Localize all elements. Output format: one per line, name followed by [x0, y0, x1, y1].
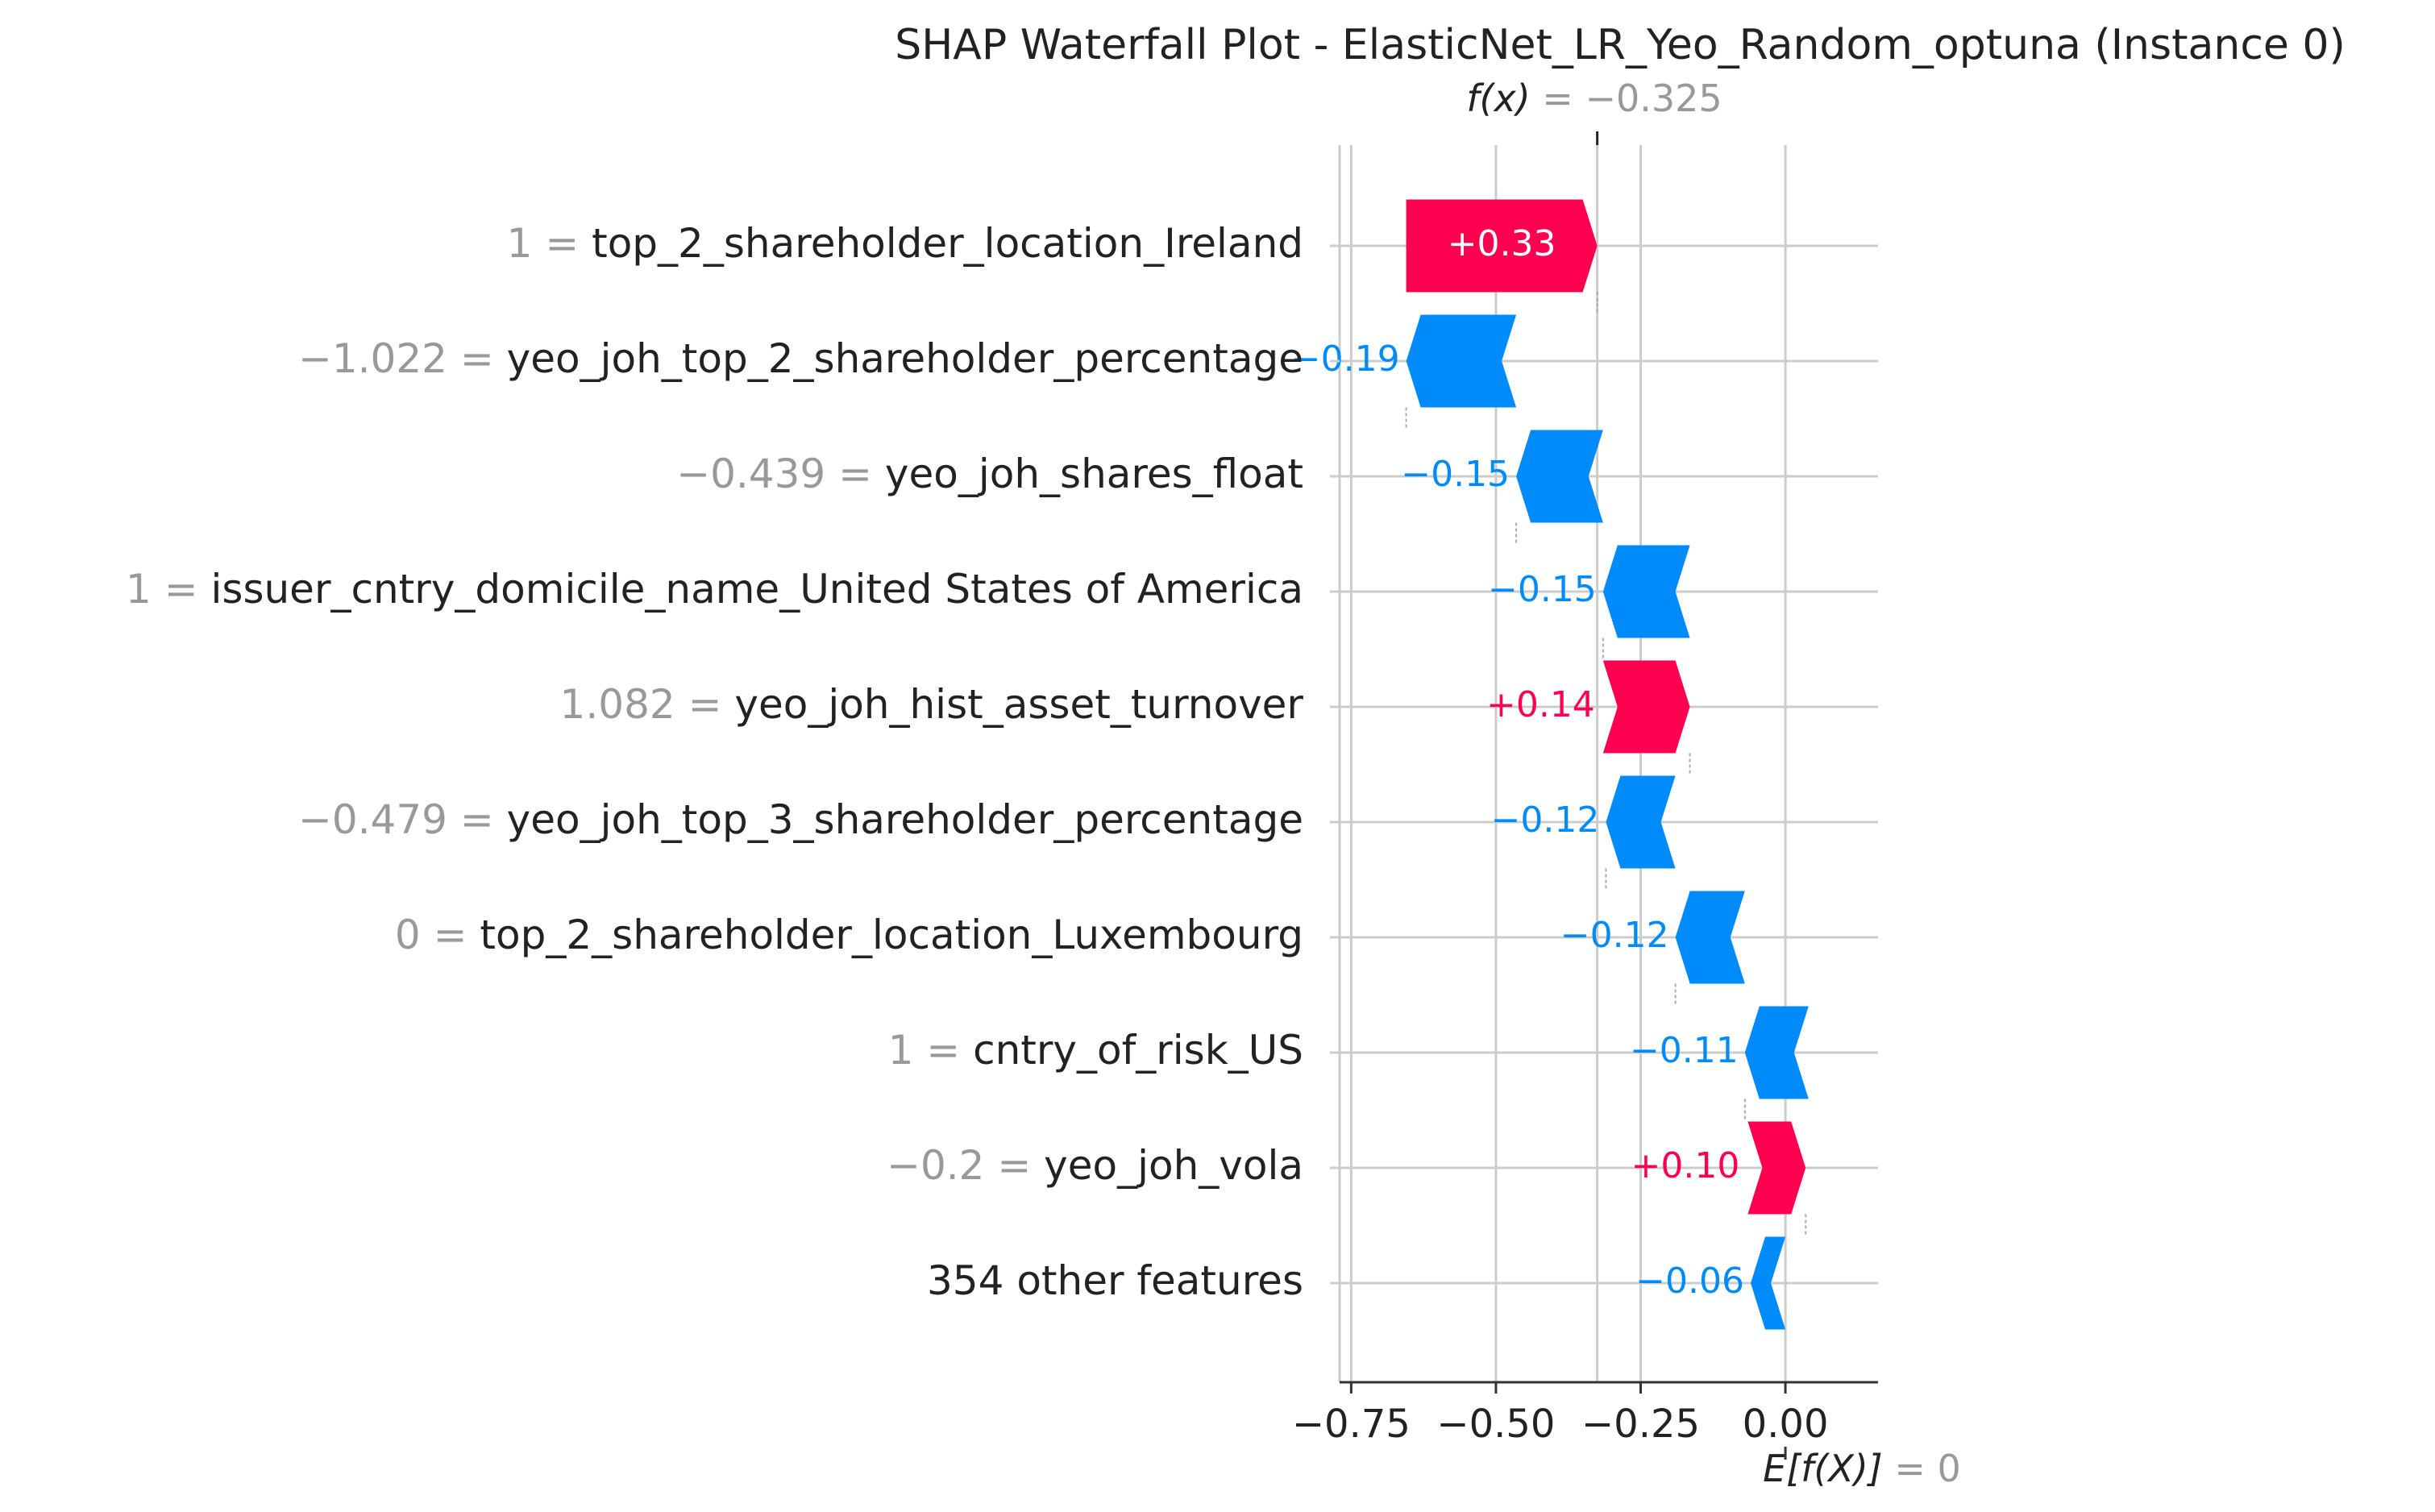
- feature-value: 1 =: [507, 220, 592, 267]
- feature-label: 1.082 = yeo_joh_hist_asset_turnover: [560, 681, 1304, 728]
- feature-label: 1 = issuer_cntry_domicile_name_United St…: [126, 566, 1303, 613]
- feature-name: cntry_of_risk_US: [973, 1027, 1303, 1074]
- bar-value-label: −0.12: [1491, 800, 1600, 841]
- bar-value-label: +0.10: [1631, 1145, 1740, 1186]
- fx-value: −0.325: [1585, 77, 1722, 120]
- feature-value: −1.022 =: [298, 335, 507, 382]
- feature-value: 0 =: [395, 912, 480, 958]
- bar-value-label: +0.33: [1448, 223, 1556, 264]
- fx-equals: =: [1531, 77, 1585, 120]
- svg-text:E[f(X)] = 0: E[f(X)] = 0: [1763, 1447, 1961, 1490]
- bar-value-label: +0.14: [1486, 684, 1595, 725]
- feature-name: 354 other features: [927, 1257, 1303, 1304]
- feature-name: yeo_joh_top_2_shareholder_percentage: [507, 335, 1303, 382]
- x-tick-label: 0.00: [1743, 1402, 1829, 1447]
- feature-name: top_2_shareholder_location_Ireland: [592, 220, 1303, 267]
- x-tick-label: −0.50: [1436, 1402, 1555, 1447]
- base-equals: =: [1883, 1447, 1938, 1490]
- feature-label: −0.2 = yeo_joh_vola: [887, 1142, 1303, 1189]
- bar-negative: [1602, 545, 1690, 638]
- feature-value: 1 =: [126, 566, 211, 613]
- feature-name: top_2_shareholder_location_Luxembourg: [480, 912, 1303, 958]
- base-value-label: E[f(X)] = 0: [1763, 1447, 1961, 1490]
- bar-negative: [1406, 314, 1517, 408]
- x-tick-label: −0.75: [1292, 1402, 1411, 1447]
- feature-value: −0.479 =: [298, 796, 507, 843]
- fx-label: f(x) = −0.325: [1466, 77, 1722, 120]
- bar-negative: [1744, 1006, 1809, 1099]
- feature-name: yeo_joh_hist_asset_turnover: [734, 681, 1303, 728]
- bar-value-label: −0.11: [1630, 1030, 1739, 1071]
- bar-positive: [1602, 660, 1690, 754]
- feature-name: yeo_joh_vola: [1044, 1142, 1303, 1189]
- feature-label: 0 = top_2_shareholder_location_Luxembour…: [395, 912, 1303, 958]
- feature-value: 1 =: [888, 1027, 974, 1074]
- bar-value-label: −0.19: [1291, 339, 1400, 380]
- feature-label: 1 = top_2_shareholder_location_Ireland: [507, 220, 1303, 267]
- svg-text:f(x) = −0.325: f(x) = −0.325: [1466, 77, 1722, 120]
- feature-name: yeo_joh_shares_float: [885, 451, 1303, 497]
- feature-label: −1.022 = yeo_joh_top_2_shareholder_perce…: [298, 335, 1303, 382]
- bar-value-label: −0.15: [1401, 454, 1510, 495]
- feature-label: −0.479 = yeo_joh_top_3_shareholder_perce…: [298, 796, 1303, 843]
- feature-value: −0.2 =: [887, 1142, 1044, 1189]
- base-value: 0: [1938, 1447, 1961, 1490]
- bar-positive: [1747, 1121, 1806, 1215]
- x-tick-label: −0.25: [1581, 1402, 1700, 1447]
- bar-negative: [1675, 891, 1745, 984]
- bar-value-label: −0.12: [1560, 915, 1669, 956]
- bar-negative: [1516, 430, 1603, 523]
- feature-labels-layer: 1 = top_2_shareholder_location_Ireland −1…: [126, 220, 1340, 1304]
- bar-value-label: −0.15: [1488, 569, 1597, 610]
- feature-value: 1.082 =: [560, 681, 735, 728]
- feature-name: issuer_cntry_domicile_name_United States…: [211, 566, 1304, 613]
- bar-negative: [1750, 1236, 1786, 1330]
- base-prefix: E[f(X)]: [1763, 1447, 1883, 1490]
- bar-positive: [1406, 199, 1598, 293]
- fx-prefix: f(x): [1466, 77, 1530, 120]
- bar-value-label: −0.06: [1635, 1261, 1744, 1302]
- feature-value: −0.439 =: [676, 451, 885, 497]
- bars-layer: +0.33 −0.19 −0.15 −0.15 +0.14 −0.12 −0.12 −0.11…: [1291, 199, 1809, 1330]
- feature-label: −0.439 = yeo_joh_shares_float: [676, 451, 1303, 497]
- bar-negative: [1606, 775, 1676, 869]
- chart-title: SHAP Waterfall Plot - ElasticNet_LR_Yeo_…: [895, 21, 2346, 69]
- feature-label: 1 = cntry_of_risk_US: [888, 1027, 1303, 1074]
- x-axis: −0.75 −0.50 −0.25 0.00: [1292, 1381, 1878, 1460]
- feature-name: yeo_joh_top_3_shareholder_percentage: [507, 796, 1303, 843]
- feature-label: 354 other features: [927, 1257, 1303, 1304]
